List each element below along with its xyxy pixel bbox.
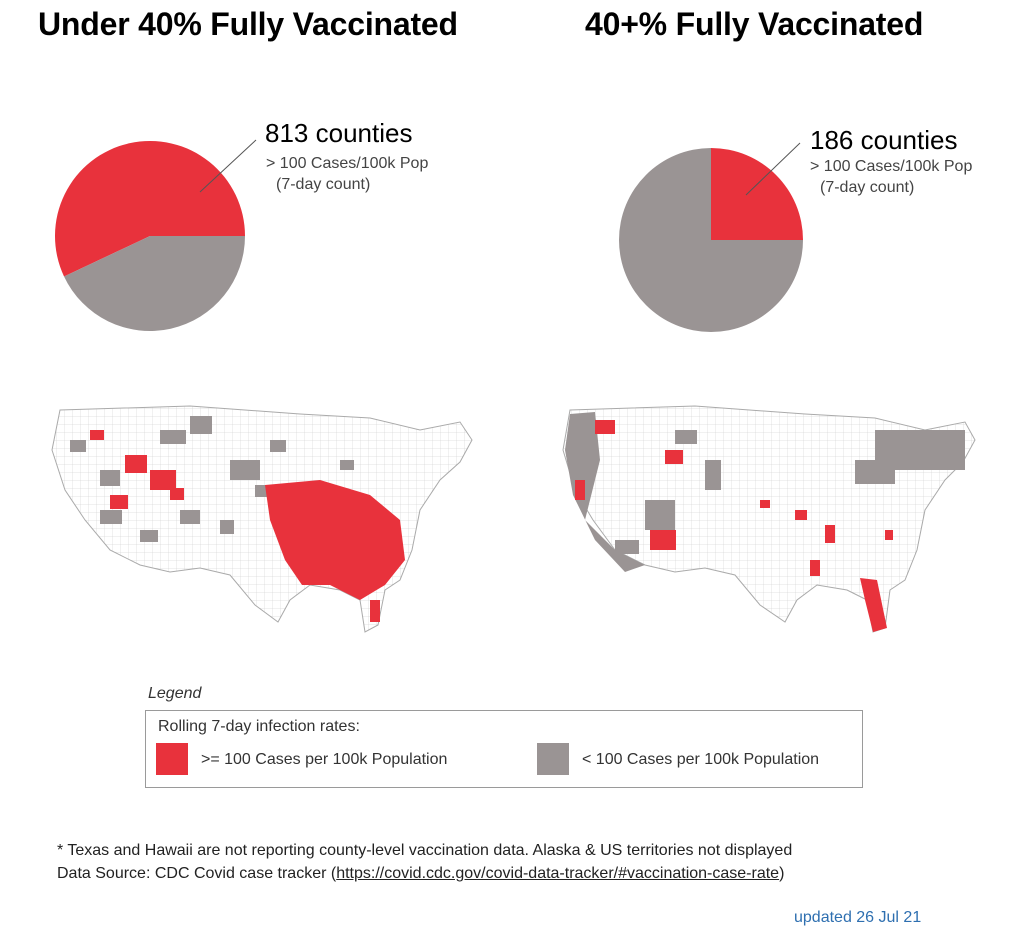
legend-heading: Rolling 7-day infection rates: — [158, 718, 360, 735]
right-county-count: 186 counties — [810, 125, 958, 155]
footnote-line: * Texas and Hawaii are not reporting cou… — [57, 842, 793, 859]
data-source-prefix: Data Source: CDC Covid case tracker ( — [57, 865, 337, 882]
right-chart-title: 40+% Fully Vaccinated — [585, 6, 924, 42]
right-pie-slice-low — [619, 148, 803, 332]
left-map-red-counties — [90, 430, 405, 622]
left-map-gray-counties — [70, 416, 354, 542]
right-pie-chart — [619, 148, 803, 332]
left-county-count: 813 counties — [265, 118, 413, 148]
left-us-county-map — [51, 405, 473, 633]
left-annotation-line2: (7-day count) — [276, 176, 371, 193]
updated-date: updated 26 Jul 21 — [794, 909, 922, 926]
left-pie-slice-high — [54, 141, 245, 277]
data-source-line: Data Source: CDC Covid case tracker (htt… — [57, 865, 784, 883]
legend-box — [145, 710, 863, 788]
right-map-red-counties — [575, 420, 893, 632]
left-chart-title: Under 40% Fully Vaccinated — [38, 6, 458, 42]
data-source-suffix: ) — [779, 865, 785, 882]
legend-swatch-low — [537, 743, 569, 775]
right-annotation-line1: > 100 Cases/100k Pop — [810, 158, 973, 175]
right-annotation-line — [745, 142, 801, 196]
legend-label-low: < 100 Cases per 100k Population — [582, 751, 820, 768]
right-us-county-map — [562, 405, 976, 633]
right-pie-slice-high — [711, 148, 803, 240]
right-annotation-line2: (7-day count) — [820, 179, 915, 196]
legend-title: Legend — [148, 685, 202, 702]
data-source-link[interactable]: https://covid.cdc.gov/covid-data-tracker… — [336, 865, 780, 882]
legend-label-high: >= 100 Cases per 100k Population — [201, 751, 448, 768]
left-pie-slice-low — [64, 236, 245, 331]
right-map-gray-counties — [565, 412, 965, 572]
left-annotation-line — [199, 139, 257, 193]
legend-swatch-high — [156, 743, 188, 775]
left-annotation-line1: > 100 Cases/100k Pop — [266, 155, 429, 172]
left-pie-chart — [54, 141, 245, 331]
